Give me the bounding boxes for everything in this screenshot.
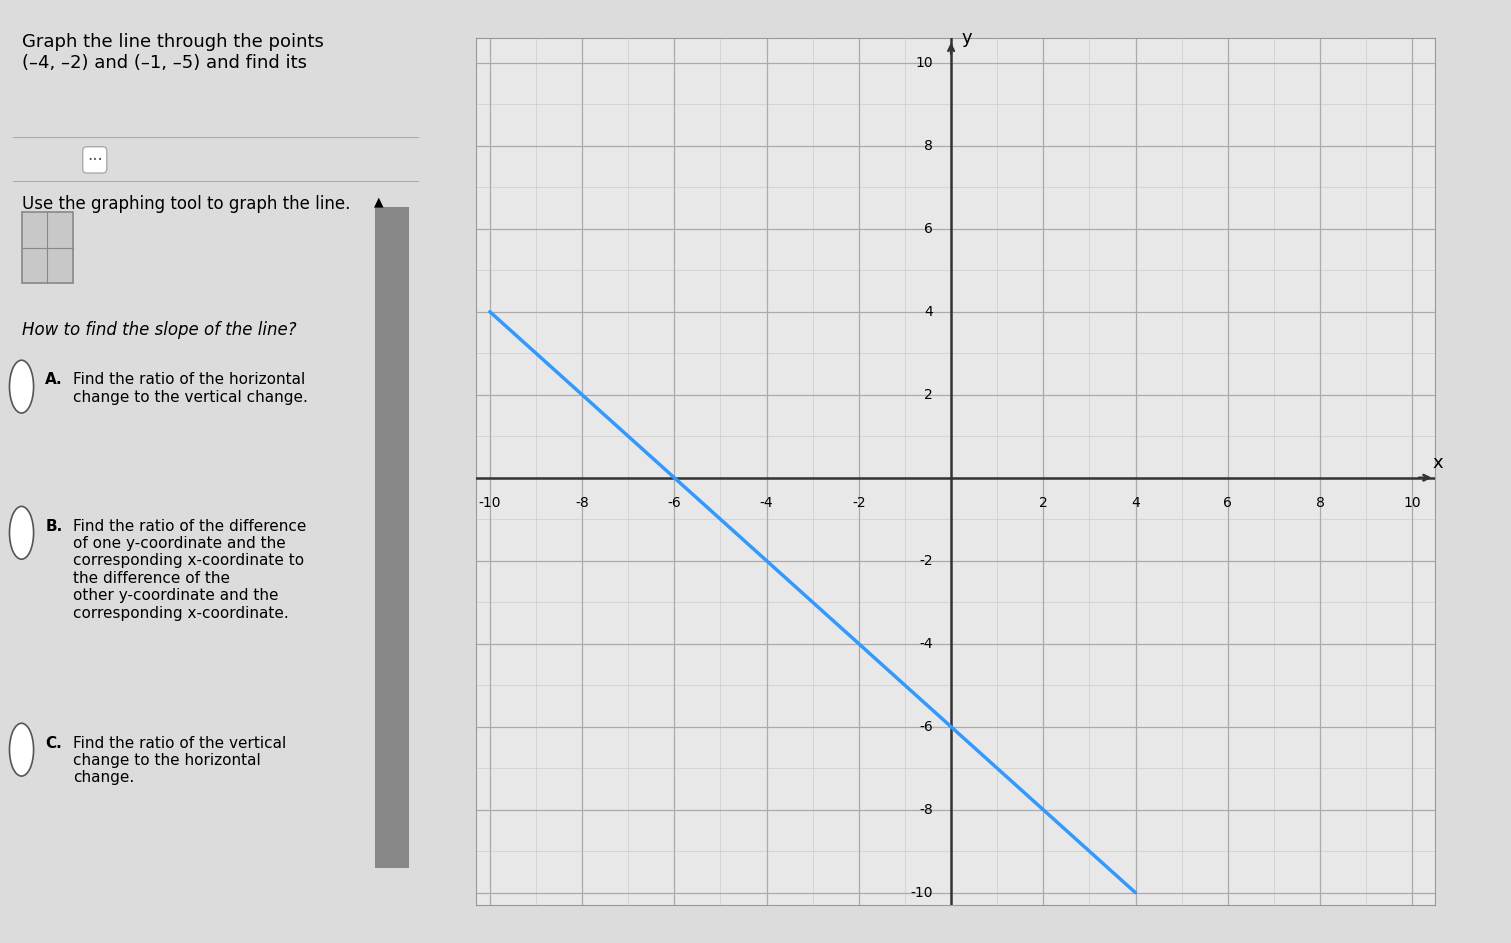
Text: 6: 6 — [923, 222, 932, 236]
Text: -8: -8 — [576, 496, 589, 510]
Text: x: x — [1432, 455, 1443, 472]
Text: -10: -10 — [910, 885, 932, 900]
Text: 6: 6 — [1224, 496, 1233, 510]
Text: How to find the slope of the line?: How to find the slope of the line? — [21, 321, 296, 339]
Text: B.: B. — [45, 519, 62, 534]
Text: -10: -10 — [479, 496, 502, 510]
Text: 8: 8 — [1316, 496, 1325, 510]
Text: A.: A. — [45, 372, 63, 388]
Text: Find the ratio of the horizontal
change to the vertical change.: Find the ratio of the horizontal change … — [73, 372, 308, 405]
Text: y: y — [963, 28, 973, 47]
Text: -4: -4 — [919, 637, 932, 651]
Circle shape — [9, 723, 33, 776]
Text: -2: -2 — [852, 496, 866, 510]
Text: -8: -8 — [919, 802, 932, 817]
Text: Find the ratio of the difference
of one y-coordinate and the
corresponding x-coo: Find the ratio of the difference of one … — [73, 519, 307, 620]
FancyBboxPatch shape — [21, 212, 73, 283]
FancyBboxPatch shape — [375, 207, 409, 868]
Text: 2: 2 — [1040, 496, 1047, 510]
Text: -6: -6 — [668, 496, 681, 510]
Text: 4: 4 — [1132, 496, 1139, 510]
Text: Use the graphing tool to graph the line.: Use the graphing tool to graph the line. — [21, 195, 351, 213]
Text: 8: 8 — [923, 139, 932, 153]
Text: C.: C. — [45, 736, 62, 751]
Text: -6: -6 — [919, 720, 932, 734]
Text: 2: 2 — [923, 388, 932, 402]
Text: 10: 10 — [916, 56, 932, 70]
Text: 4: 4 — [923, 305, 932, 319]
Text: ···: ··· — [86, 151, 103, 169]
Circle shape — [9, 360, 33, 413]
Text: Find the ratio of the vertical
change to the horizontal
change.: Find the ratio of the vertical change to… — [73, 736, 287, 786]
Circle shape — [9, 506, 33, 559]
Text: -4: -4 — [760, 496, 774, 510]
Text: 10: 10 — [1404, 496, 1422, 510]
Text: -2: -2 — [919, 554, 932, 568]
Text: ▲: ▲ — [375, 195, 384, 208]
Text: Graph the line through the points
(–4, –2) and (–1, –5) and find its: Graph the line through the points (–4, –… — [21, 33, 323, 72]
